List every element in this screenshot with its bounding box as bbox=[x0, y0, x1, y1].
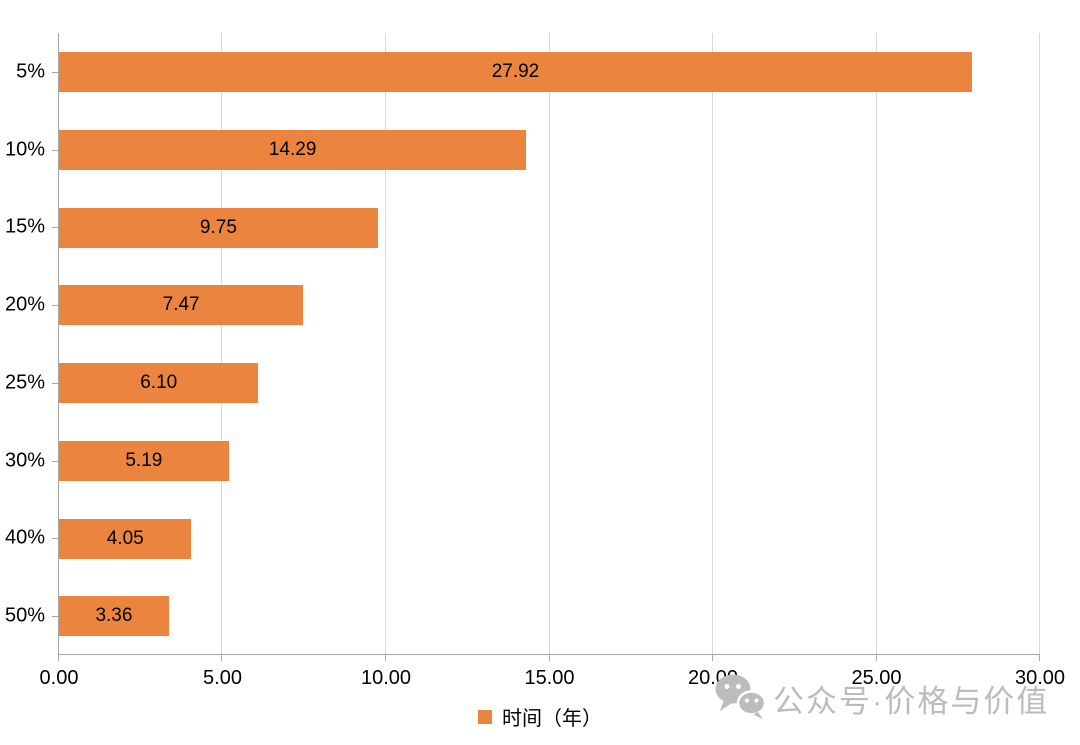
bar-15%: 9.75 bbox=[59, 207, 378, 248]
bar-value-label: 6.10 bbox=[140, 372, 178, 393]
y-tick bbox=[52, 227, 59, 229]
chart-row-25%: 25% 6.10 bbox=[5, 344, 1040, 422]
y-tick bbox=[52, 305, 59, 307]
gridline-x-20 bbox=[711, 33, 713, 654]
x-tick-label-15: 15.00 bbox=[524, 667, 575, 689]
y-category-label: 25% bbox=[4, 371, 45, 394]
y-category-label: 10% bbox=[4, 138, 45, 161]
x-tick-0 bbox=[58, 654, 59, 661]
y-category-label: 20% bbox=[4, 293, 45, 316]
chart-row-20%: 20% 7.47 bbox=[5, 266, 1040, 344]
y-category-label: 15% bbox=[4, 215, 45, 238]
x-tick-label-30: 30.00 bbox=[1014, 667, 1066, 689]
y-tick bbox=[52, 460, 59, 462]
chart-row-50%: 50% 3.36 bbox=[5, 577, 1040, 655]
y-tick bbox=[52, 616, 59, 618]
x-tick-label-0: 0.00 bbox=[39, 667, 79, 689]
bar-rows: 5% 27.92 10% 14.29 15% 9.75 20% 7.47 25% 6.10 30% 5… bbox=[5, 33, 1040, 655]
legend: 时间（年） bbox=[0, 702, 1080, 731]
y-tick bbox=[52, 149, 59, 151]
bar-value-label: 9.75 bbox=[199, 216, 237, 238]
plot-area: 5% 27.92 10% 14.29 15% 9.75 20% 7.47 25% 6.10 30% 5… bbox=[5, 33, 1065, 689]
bar-50%: 3.36 bbox=[59, 596, 169, 637]
bar-value-label: 4.05 bbox=[106, 527, 144, 549]
bar-value-label: 27.92 bbox=[491, 61, 540, 82]
y-category-label: 30% bbox=[4, 449, 45, 472]
bar-25%: 6.10 bbox=[59, 363, 259, 403]
chart-row-5%: 5% 27.92 bbox=[16, 33, 1040, 111]
bar-value-label: 5.19 bbox=[125, 449, 163, 471]
x-tick-15 bbox=[548, 654, 550, 661]
x-tick-30 bbox=[1039, 654, 1040, 661]
gridline-x-5 bbox=[221, 33, 223, 654]
x-tick-10 bbox=[384, 654, 386, 661]
x-tick-label-20: 20.00 bbox=[687, 667, 739, 689]
y-category-label: 50% bbox=[4, 604, 45, 627]
legend-series-label: 时间（年） bbox=[502, 708, 602, 730]
chart-row-30%: 30% 5.19 bbox=[5, 422, 1040, 500]
chart-row-15%: 15% 9.75 bbox=[5, 189, 1040, 267]
x-tick-label-5: 5.00 bbox=[203, 667, 242, 689]
bar-value-label: 3.36 bbox=[95, 605, 133, 627]
x-tick-label-25: 25.00 bbox=[851, 667, 902, 689]
y-tick bbox=[52, 538, 59, 540]
y-tick bbox=[52, 382, 59, 384]
chart-row-10%: 10% 14.29 bbox=[5, 111, 1040, 189]
bar-20%: 7.47 bbox=[59, 285, 304, 326]
gridline-x-15 bbox=[548, 33, 550, 654]
gridline-x-30 bbox=[1039, 33, 1040, 654]
y-tick bbox=[52, 71, 59, 73]
x-tick-label-10: 10.00 bbox=[360, 667, 412, 689]
bar-value-label: 14.29 bbox=[268, 138, 317, 160]
bar-40%: 4.05 bbox=[59, 518, 192, 559]
bar-10%: 14.29 bbox=[59, 129, 527, 170]
bar-5%: 27.92 bbox=[59, 52, 972, 92]
bar-value-label: 7.47 bbox=[162, 294, 200, 316]
gridline-x-10 bbox=[384, 33, 386, 654]
x-tick-5 bbox=[221, 654, 223, 661]
y-category-label: 5% bbox=[16, 60, 45, 83]
bar-30%: 5.19 bbox=[59, 440, 229, 481]
gridline-x-25 bbox=[875, 33, 877, 654]
x-tick-25 bbox=[875, 654, 877, 661]
y-category-label: 40% bbox=[4, 526, 45, 549]
x-tick-20 bbox=[711, 654, 713, 661]
legend-marker-square bbox=[478, 709, 492, 724]
chart-row-40%: 40% 4.05 bbox=[5, 500, 1040, 578]
